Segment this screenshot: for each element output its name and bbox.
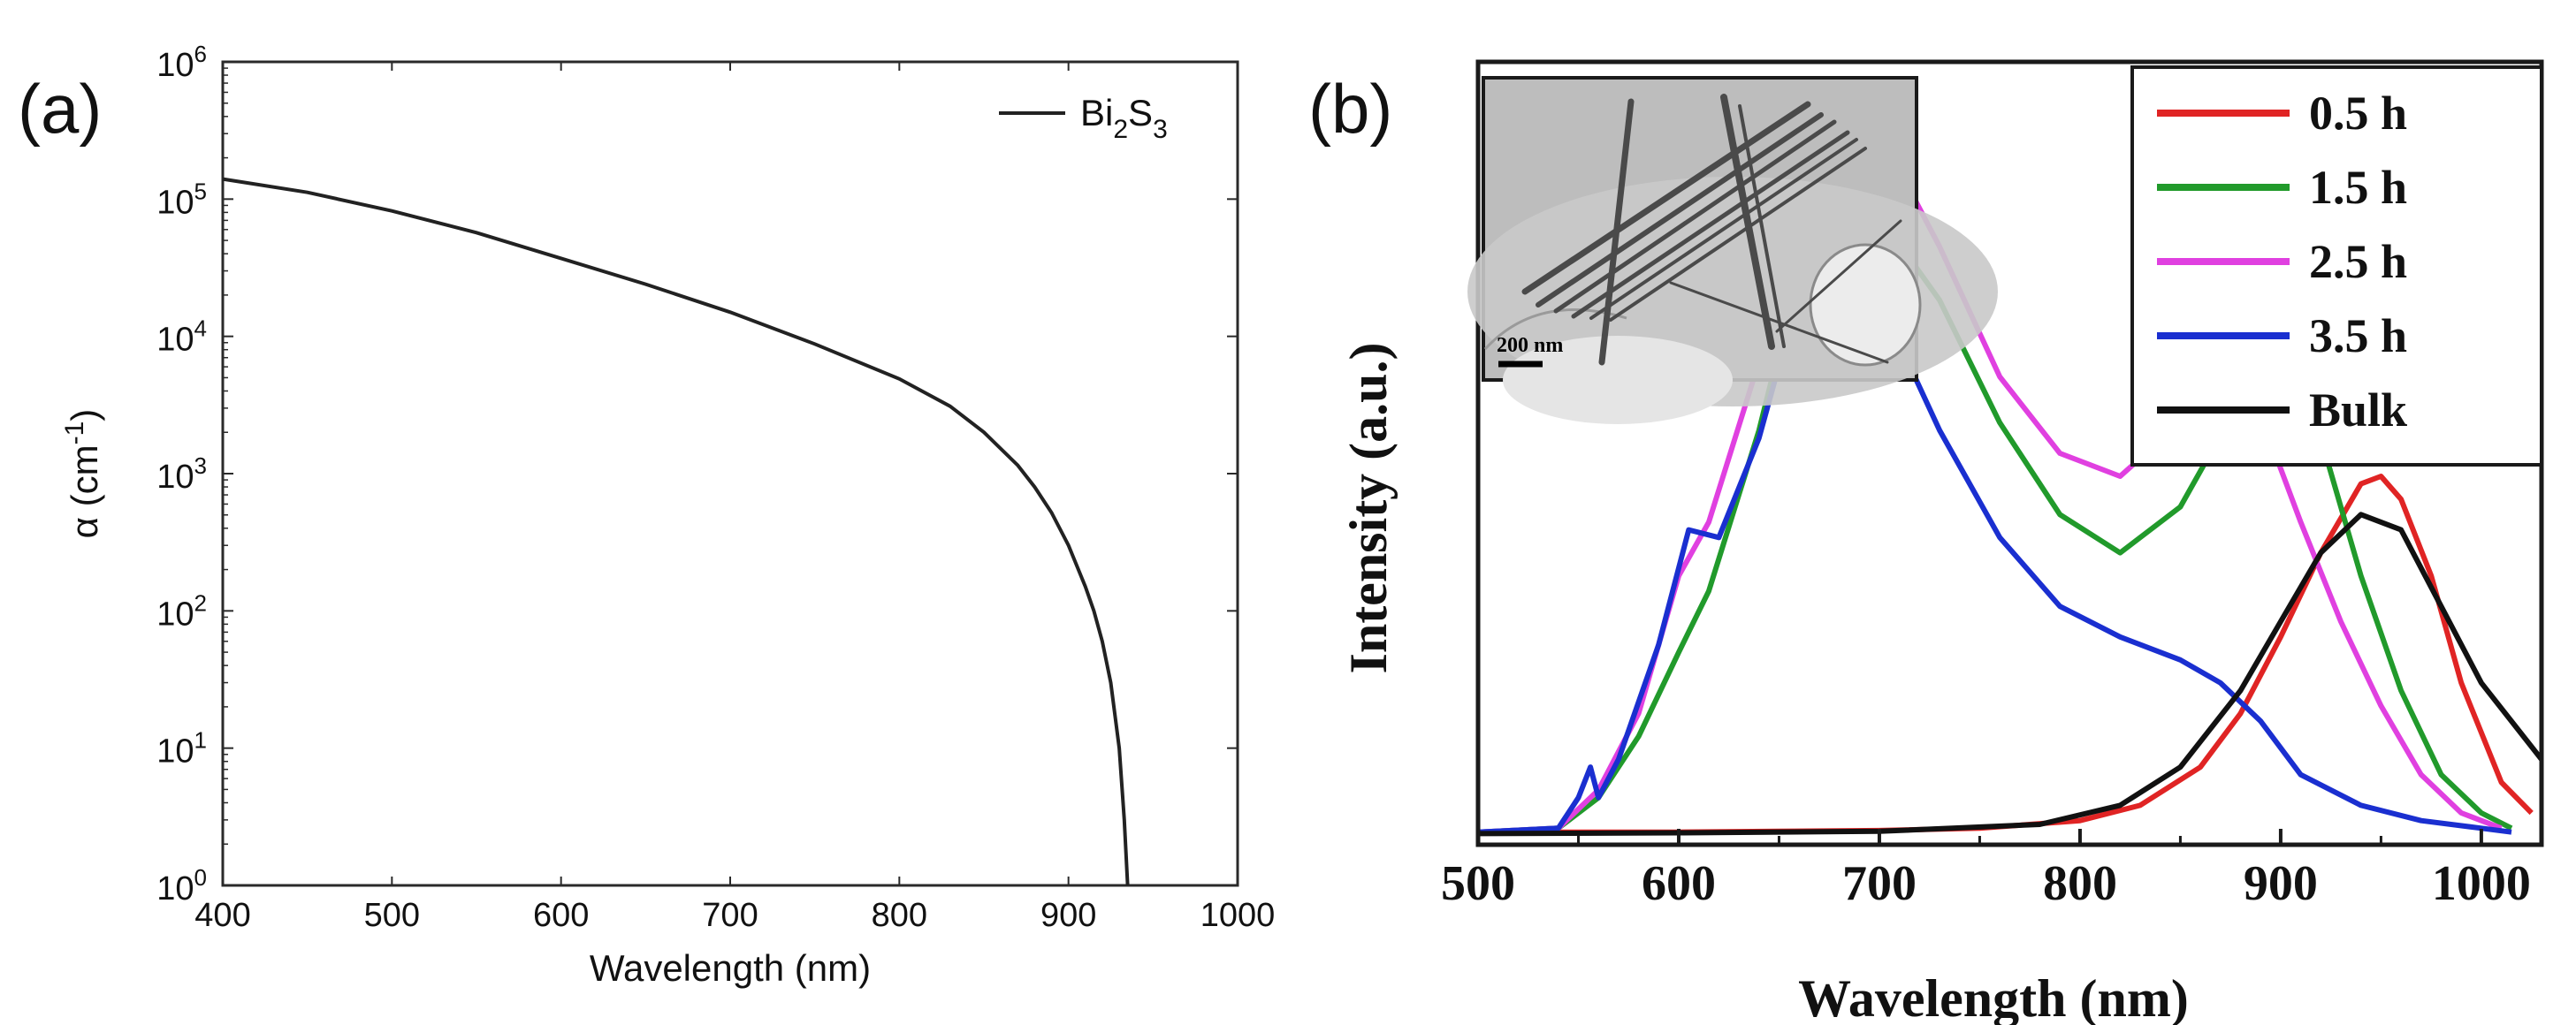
panel-a-y-tick-label: 106 — [156, 41, 207, 84]
panel-b-x-tick-label: 700 — [1842, 856, 1917, 911]
panel-a-y-tick-label: 103 — [156, 452, 207, 496]
panel-a-x-tick-label: 1000 — [1200, 897, 1276, 934]
panel-b-y-axis-label: Intensity (a.u.) — [1339, 342, 1398, 673]
panel-a-legend-label: Bi2S3 — [1080, 92, 1168, 144]
panel-a-y-tick-label: 104 — [156, 315, 207, 359]
panel-b-label: (b) — [1308, 70, 1392, 148]
panel-a-x-tick-label: 400 — [194, 897, 250, 934]
panel-b-x-tick-label: 900 — [2244, 856, 2318, 911]
panel-a-legend: Bi2S3 — [999, 92, 1168, 144]
panel-b-legend-label-3-5-h: 3.5 h — [2309, 309, 2407, 362]
inset-hole-lower — [1503, 336, 1733, 424]
panel-a-plot-frame — [221, 60, 1239, 887]
panel-a-y-axis-label: α (cm-1) — [60, 409, 105, 539]
panel-b-legend-label-bulk: Bulk — [2309, 383, 2407, 437]
inset-hole — [1809, 243, 1922, 367]
panel-b-series-bulk-line — [1477, 512, 2544, 837]
panel-b-legend: 0.5 h 1.5 h 2.5 h 3.5 h Bulk — [2130, 65, 2543, 467]
panel-a-series-bi2s3-line — [222, 177, 1130, 886]
panel-b-series-0-5-h-line — [1478, 474, 2534, 835]
panel-b-series-1-5-h-line — [1477, 198, 2513, 835]
panel-b-legend-box — [2130, 65, 2543, 467]
panel-b-x-tick-label: 500 — [1441, 856, 1515, 911]
panel-b-x-axis-label: Wavelength (nm) — [1798, 969, 2189, 1025]
panel-a-y-tick-label: 101 — [156, 727, 207, 771]
panel-a-chart: 400 500 600 700 800 900 1000 100 101 102 103 104 10… — [60, 41, 1275, 989]
panel-a-x-tick-label: 900 — [1040, 897, 1096, 934]
panel-a-x-tick-label: 700 — [702, 897, 758, 934]
panel-b-inset-micrograph: 200 nm — [1467, 76, 1998, 424]
panel-a-x-tick-label: 600 — [533, 897, 589, 934]
panel-b-chart: 500 600 700 800 900 1000 200 nm — [1339, 59, 2544, 1025]
panel-a-x-axis-label: Wavelength (nm) — [590, 947, 871, 989]
inset-scale-bar-label: 200 nm — [1497, 334, 1563, 357]
panel-b-x-tick-label: 1000 — [2432, 856, 2531, 911]
panel-a-y-tick-label: 102 — [156, 589, 207, 633]
panel-a-y-tick-label: 105 — [156, 178, 207, 221]
panel-b-legend-label-1-5-h: 1.5 h — [2309, 161, 2407, 214]
panel-a-y-tick-label: 100 — [156, 864, 207, 907]
panel-b-x-tick-label: 600 — [1642, 856, 1716, 911]
panel-a-x-tick-label: 800 — [872, 897, 927, 934]
panel-a-x-tick-label: 500 — [364, 897, 420, 934]
panel-b-x-tick-label: 800 — [2043, 856, 2117, 911]
panel-a-label: (a) — [18, 70, 102, 148]
panel-b-legend-label-2-5-h: 2.5 h — [2309, 235, 2407, 288]
inset-nanowires — [1521, 94, 1902, 366]
panel-b-legend-label-0-5-h: 0.5 h — [2309, 87, 2407, 140]
